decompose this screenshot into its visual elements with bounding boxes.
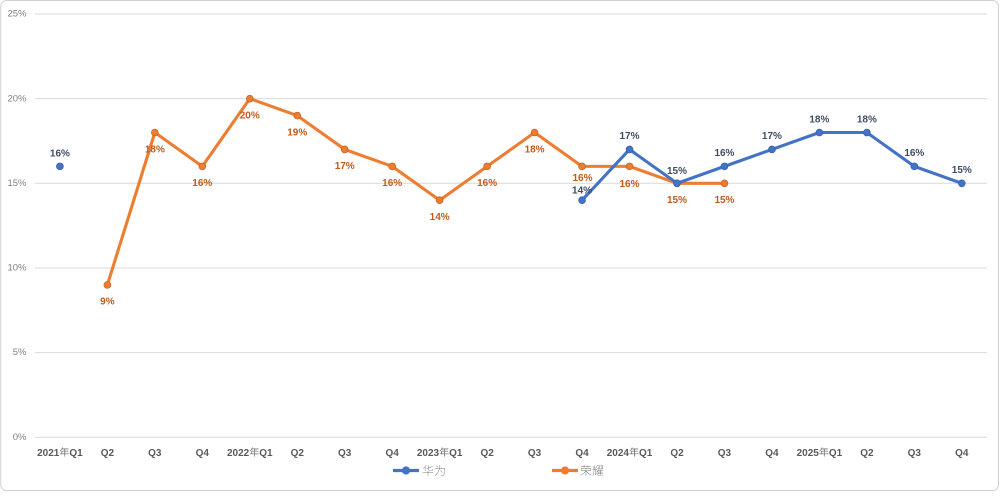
svg-text:18%: 18%	[525, 144, 545, 155]
svg-text:15%: 15%	[667, 166, 687, 177]
svg-text:14%: 14%	[430, 212, 450, 223]
svg-text:18%: 18%	[857, 114, 877, 125]
svg-text:Q2: Q2	[670, 448, 684, 459]
svg-text:15%: 15%	[714, 195, 734, 206]
svg-text:16%: 16%	[192, 178, 212, 189]
svg-text:Q4: Q4	[955, 448, 969, 459]
svg-text:5%: 5%	[13, 347, 27, 358]
svg-text:16%: 16%	[382, 178, 402, 189]
svg-text:Q3: Q3	[908, 448, 922, 459]
svg-text:20%: 20%	[240, 111, 260, 122]
svg-text:Q2: Q2	[291, 448, 305, 459]
svg-text:19%: 19%	[287, 127, 307, 138]
svg-text:16%: 16%	[477, 178, 497, 189]
svg-text:16%: 16%	[714, 148, 734, 159]
svg-text:18%: 18%	[145, 144, 165, 155]
svg-text:Q1: Q1	[69, 448, 83, 459]
svg-text:14%: 14%	[572, 186, 592, 197]
svg-text:9%: 9%	[100, 297, 115, 308]
svg-text:16%: 16%	[620, 179, 640, 190]
svg-text:Q3: Q3	[528, 448, 542, 459]
svg-text:2021: 2021	[37, 448, 60, 459]
svg-text:0%: 0%	[13, 432, 27, 443]
svg-text:Q2: Q2	[860, 448, 874, 459]
svg-text:Q1: Q1	[639, 448, 653, 459]
svg-text:2022: 2022	[227, 448, 250, 459]
svg-text:Q1: Q1	[829, 448, 843, 459]
svg-text:17%: 17%	[335, 161, 355, 172]
svg-text:Q1: Q1	[259, 448, 273, 459]
svg-text:17%: 17%	[620, 131, 640, 142]
svg-text:Q2: Q2	[480, 448, 494, 459]
svg-text:15%: 15%	[952, 165, 972, 176]
svg-text:2024: 2024	[607, 448, 630, 459]
svg-text:25%: 25%	[7, 9, 27, 20]
svg-text:Q3: Q3	[718, 448, 732, 459]
svg-text:15%: 15%	[7, 178, 27, 189]
svg-text:2025: 2025	[797, 448, 820, 459]
svg-text:17%: 17%	[762, 131, 782, 142]
svg-text:Q2: Q2	[101, 448, 115, 459]
svg-text:16%: 16%	[50, 149, 70, 160]
svg-text:Q4: Q4	[575, 448, 589, 459]
svg-text:Q4: Q4	[386, 448, 400, 459]
svg-text:Q1: Q1	[449, 448, 463, 459]
svg-text:16%: 16%	[904, 148, 924, 159]
svg-text:Q4: Q4	[765, 448, 779, 459]
svg-text:18%: 18%	[809, 114, 829, 125]
svg-text:Q3: Q3	[338, 448, 352, 459]
svg-text:Q4: Q4	[196, 448, 210, 459]
svg-text:2023: 2023	[417, 448, 440, 459]
svg-text:16%: 16%	[572, 173, 592, 184]
svg-text:20%: 20%	[7, 93, 27, 104]
svg-text:10%: 10%	[7, 263, 27, 274]
svg-text:15%: 15%	[667, 195, 687, 206]
svg-text:Q3: Q3	[148, 448, 162, 459]
